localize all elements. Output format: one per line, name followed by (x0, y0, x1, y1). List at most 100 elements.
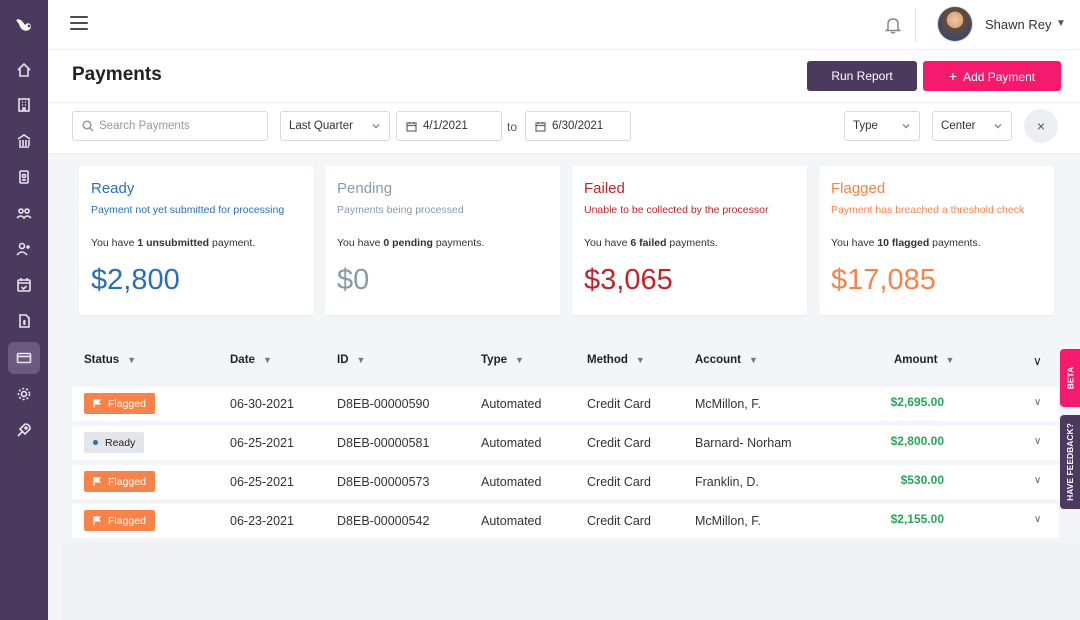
feedback-tab[interactable]: HAVE FEEDBACK? (1060, 415, 1080, 509)
cell-account: Franklin, D. (695, 475, 759, 489)
page-title: Payments (72, 64, 162, 85)
search-icon (82, 120, 94, 132)
cell-amount: $2,155.00 (890, 512, 944, 526)
card-title: Failed (584, 180, 625, 197)
sidebar-item-calendar[interactable] (8, 269, 40, 301)
hamburger-menu-icon[interactable] (70, 16, 88, 32)
card-failed[interactable]: Failed Unable to be collected by the pro… (572, 166, 807, 315)
sidebar-item-group[interactable] (8, 197, 40, 229)
cell-account: McMillon, F. (695, 514, 761, 528)
card-summary: You have 1 unsubmitted payment. (91, 237, 256, 249)
column-header-type[interactable]: Type ▼ (481, 354, 524, 366)
plus-icon: + (948, 68, 958, 84)
cell-id: D8EB-00000590 (337, 397, 430, 411)
chevron-down-icon: ▼ (127, 355, 137, 365)
gear-icon (17, 387, 31, 401)
row-expand-chevron-icon[interactable]: ∨ (1034, 475, 1042, 486)
chevron-down-icon (902, 121, 910, 129)
cell-type: Automated (481, 514, 542, 528)
cell-account: McMillon, F. (695, 397, 761, 411)
cell-date: 06-23-2021 (230, 514, 294, 528)
column-header-method[interactable]: Method ▼ (587, 354, 645, 366)
calendar-check-icon (17, 278, 31, 292)
date-from-input[interactable]: 4/1/2021 (396, 111, 502, 141)
sidebar-item-building[interactable] (8, 89, 40, 121)
status-badge: Flagged (84, 471, 155, 492)
card-amount: $0 (337, 264, 370, 296)
cell-type: Automated (481, 436, 542, 450)
date-to-value: 6/30/2021 (552, 120, 604, 132)
bell-icon[interactable] (884, 15, 902, 35)
date-to-input[interactable]: 6/30/2021 (525, 111, 631, 141)
card-flagged[interactable]: Flagged Payment has breached a threshold… (819, 166, 1054, 315)
sidebar-item-document[interactable] (8, 305, 40, 337)
card-subtitle: Payment has breached a threshold check (831, 204, 1025, 216)
sidebar-item-bank[interactable] (8, 125, 40, 157)
cell-method: Credit Card (587, 475, 651, 489)
beta-tab[interactable]: BETA (1060, 349, 1080, 407)
column-header-status[interactable]: Status ▼ (84, 354, 137, 366)
add-user-icon (16, 242, 30, 256)
card-amount: $3,065 (584, 264, 673, 296)
credit-card-icon (16, 352, 32, 364)
expand-all-chevron-icon[interactable]: ∨ (1033, 354, 1042, 368)
sidebar-item-launch[interactable] (8, 414, 40, 446)
sidebar-item-payments[interactable] (8, 342, 40, 374)
table-row[interactable]: Flagged 06-23-2021 D8EB-00000542 Automat… (72, 504, 1059, 538)
chevron-down-icon (994, 121, 1002, 129)
table-row[interactable]: Flagged 06-30-2021 D8EB-00000590 Automat… (72, 387, 1059, 421)
row-expand-chevron-icon[interactable]: ∨ (1034, 397, 1042, 408)
cell-method: Credit Card (587, 397, 651, 411)
avatar[interactable] (937, 6, 973, 42)
search-input[interactable]: Search Payments (72, 111, 268, 141)
card-summary: You have 6 failed payments. (584, 237, 718, 249)
add-payment-button[interactable]: + Add Payment (923, 61, 1061, 91)
chevron-down-icon (372, 121, 380, 129)
column-header-account[interactable]: Account ▼ (695, 354, 758, 366)
type-select[interactable]: Type (844, 111, 920, 141)
sidebar-item-add-user[interactable] (8, 233, 40, 265)
column-header-amount[interactable]: Amount ▼ (894, 354, 955, 366)
center-value: Center (941, 120, 976, 132)
card-ready[interactable]: Ready Payment not yet submitted for proc… (79, 166, 314, 315)
row-expand-chevron-icon[interactable]: ∨ (1034, 436, 1042, 447)
table-row[interactable]: Ready 06-25-2021 D8EB-00000581 Automated… (72, 426, 1059, 460)
status-badge: Flagged (84, 393, 155, 414)
chevron-down-icon[interactable]: ▼ (1056, 18, 1066, 29)
building-icon (18, 98, 30, 112)
cell-date: 06-25-2021 (230, 475, 294, 489)
chevron-down-icon: ▼ (749, 355, 758, 365)
sidebar-item-badge[interactable] (8, 161, 40, 193)
sidebar-item-settings[interactable] (8, 378, 40, 410)
type-value: Type (853, 120, 878, 132)
title-row: Payments Run Report + Add Payment (48, 50, 1080, 102)
status-badge: Ready (84, 432, 145, 453)
document-dollar-icon (19, 314, 30, 328)
bird-logo-icon[interactable] (12, 16, 36, 38)
run-report-button[interactable]: Run Report (807, 61, 917, 91)
card-title: Ready (91, 180, 135, 197)
clear-filters-button[interactable]: × (1024, 109, 1058, 143)
calendar-icon (406, 121, 417, 132)
card-subtitle: Payment not yet submitted for processing (91, 204, 285, 216)
period-value: Last Quarter (289, 120, 353, 132)
column-header-date[interactable]: Date ▼ (230, 354, 272, 366)
cell-id: D8EB-00000581 (337, 436, 430, 450)
to-label: to (507, 120, 518, 134)
row-expand-chevron-icon[interactable]: ∨ (1034, 514, 1042, 525)
table-row[interactable]: Flagged 06-25-2021 D8EB-00000573 Automat… (72, 465, 1059, 499)
sidebar-item-home[interactable] (8, 54, 40, 86)
calendar-icon (535, 121, 546, 132)
flag-icon (93, 516, 101, 525)
card-subtitle: Payments being processed (337, 204, 464, 216)
column-header-id[interactable]: ID ▼ (337, 354, 366, 366)
card-pending[interactable]: Pending Payments being processed You hav… (325, 166, 560, 315)
filter-bar: Search Payments Last Quarter 4/1/2021 to… (48, 102, 1080, 154)
search-placeholder: Search Payments (99, 120, 190, 132)
center-select[interactable]: Center (932, 111, 1012, 141)
chevron-down-icon: ▼ (515, 355, 524, 365)
user-name[interactable]: Shawn Rey (985, 17, 1052, 32)
period-select[interactable]: Last Quarter (280, 111, 390, 141)
cell-method: Credit Card (587, 514, 651, 528)
cell-id: D8EB-00000542 (337, 514, 430, 528)
